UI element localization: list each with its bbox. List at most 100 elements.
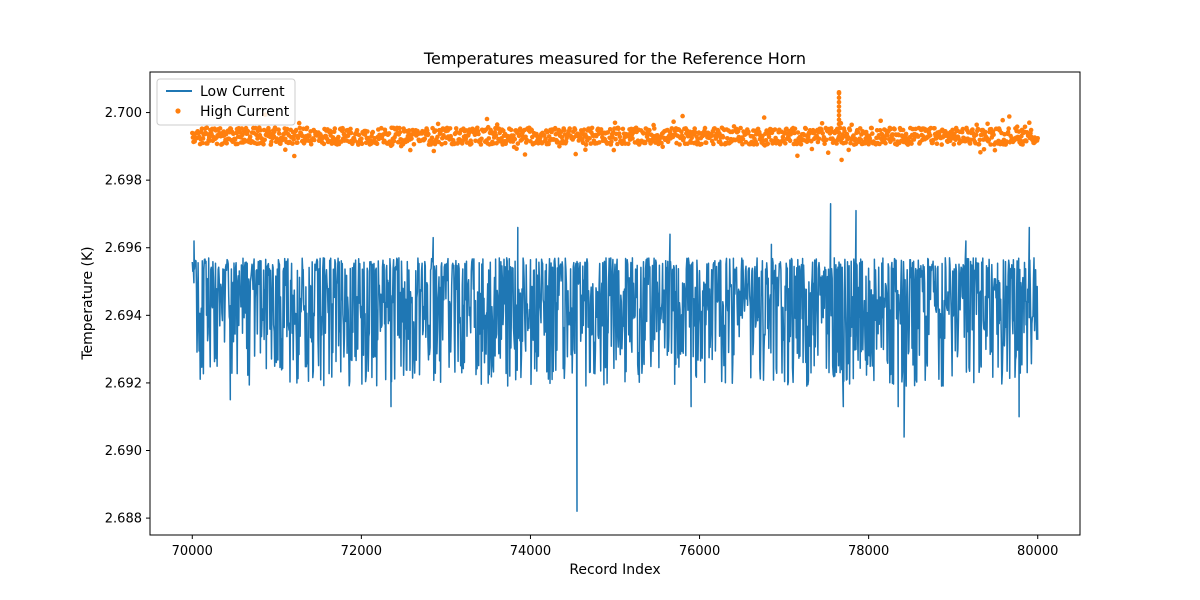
high-current-point	[792, 126, 798, 132]
high-current-point	[1006, 126, 1011, 131]
high-current-point	[235, 141, 240, 147]
high-current-point	[836, 113, 842, 118]
y-tick-label: 2.690	[105, 444, 142, 459]
low-current-series-line	[191, 203, 1039, 513]
x-axis-label: Record Index	[569, 562, 660, 578]
high-current-point	[620, 126, 626, 132]
high-current-point	[891, 137, 896, 142]
high-current-point	[981, 147, 987, 152]
high-current-series	[190, 90, 1040, 163]
high-current-point	[720, 134, 726, 140]
high-current-point	[497, 130, 503, 136]
high-current-point	[348, 130, 354, 136]
high-current-point	[816, 136, 822, 141]
high-current-point	[947, 138, 953, 143]
high-current-point	[374, 141, 380, 147]
high-current-point	[426, 131, 431, 137]
high-current-point	[255, 136, 260, 141]
high-current-point	[447, 126, 453, 131]
high-current-point	[291, 137, 297, 142]
high-current-point	[232, 137, 238, 142]
high-current-point	[494, 140, 499, 146]
high-current-point	[348, 126, 353, 132]
high-current-point	[253, 132, 259, 138]
high-current-point	[617, 134, 623, 139]
high-current-point	[822, 141, 827, 146]
high-current-point	[473, 138, 478, 144]
high-current-point	[805, 134, 811, 140]
high-current-point	[266, 128, 272, 134]
y-tick-label: 2.694	[105, 309, 142, 324]
high-current-point	[424, 128, 430, 133]
high-current-point	[370, 129, 376, 135]
high-current-point	[200, 140, 205, 146]
high-current-point	[204, 125, 210, 131]
x-axis-ticks: 70000 72000 74000 76000 78000 80000	[172, 535, 1058, 559]
high-current-point	[725, 136, 730, 141]
high-current-point	[262, 137, 268, 143]
high-current-point	[803, 126, 809, 131]
high-current-point	[397, 125, 402, 131]
high-current-point	[429, 135, 435, 141]
high-current-point	[466, 130, 472, 136]
high-current-point	[587, 136, 592, 141]
high-current-point	[283, 147, 288, 152]
high-current-point	[479, 136, 484, 142]
high-current-point	[740, 136, 746, 142]
high-current-point	[223, 131, 229, 137]
high-current-point	[612, 120, 618, 126]
high-current-point	[915, 134, 921, 139]
high-current-point	[605, 130, 611, 135]
high-current-point	[660, 144, 665, 150]
high-current-point	[522, 152, 528, 157]
high-current-point	[975, 126, 981, 132]
high-current-point	[276, 131, 282, 136]
high-current-point	[882, 136, 888, 142]
high-current-point	[659, 140, 664, 146]
high-current-point	[692, 126, 697, 131]
high-current-point	[354, 128, 360, 133]
high-current-point	[667, 129, 673, 135]
high-current-point	[261, 142, 266, 147]
high-current-point	[292, 153, 297, 159]
high-current-point	[792, 130, 797, 136]
high-current-point	[903, 131, 909, 137]
high-current-point	[422, 136, 428, 142]
high-current-point	[508, 127, 514, 133]
high-current-point	[258, 128, 263, 133]
high-current-point	[439, 142, 445, 147]
high-current-point	[765, 141, 771, 146]
high-current-point	[297, 125, 303, 131]
high-current-point	[858, 137, 864, 143]
high-current-point	[642, 140, 648, 146]
high-current-point	[834, 141, 839, 146]
high-current-point	[652, 126, 657, 131]
high-current-point	[870, 131, 875, 136]
high-current-point	[379, 125, 384, 131]
high-current-point	[247, 134, 253, 139]
high-current-point	[763, 138, 769, 143]
x-tick-label: 74000	[510, 544, 551, 559]
x-tick-label: 76000	[679, 544, 720, 559]
high-current-point	[892, 127, 897, 132]
high-current-point	[290, 141, 295, 146]
high-current-point	[677, 142, 682, 147]
high-current-point	[843, 140, 848, 145]
y-axis-label: Temperature (K)	[80, 246, 96, 360]
high-current-point	[356, 132, 362, 138]
high-current-point	[435, 121, 441, 127]
high-current-point	[529, 127, 534, 133]
high-current-point	[512, 136, 518, 142]
x-tick-label: 78000	[848, 544, 889, 559]
high-current-point	[1014, 124, 1020, 129]
high-current-point	[735, 128, 741, 134]
high-current-point	[798, 142, 804, 147]
high-current-point	[982, 129, 988, 135]
high-current-point	[443, 140, 448, 146]
high-current-point	[611, 147, 617, 153]
high-current-point	[397, 129, 403, 135]
high-current-point	[598, 127, 604, 132]
x-tick-label: 80000	[1017, 544, 1058, 559]
high-current-point	[359, 141, 365, 147]
high-current-point	[581, 127, 587, 132]
